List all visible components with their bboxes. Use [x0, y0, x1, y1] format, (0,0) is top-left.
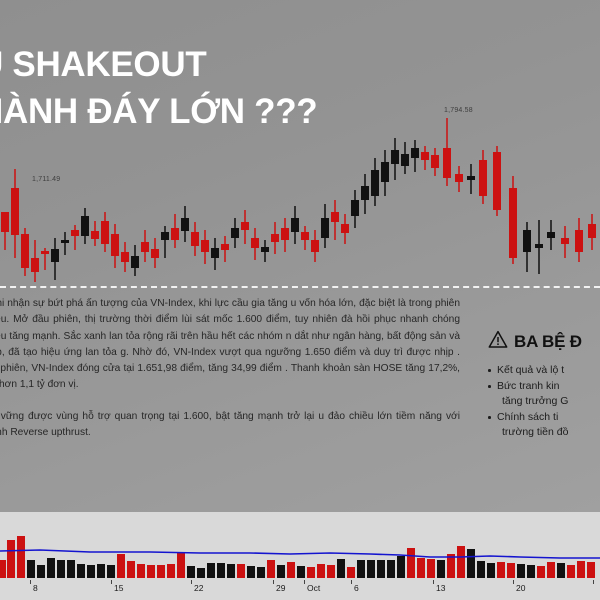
article-paragraph-1: 1 ghi nhận sự bứt phá ấn tượng của VN-In…: [0, 298, 460, 391]
price-annotation-left: 1,711.49: [32, 176, 61, 183]
side-panel-header: BA BỆ Đ: [488, 330, 600, 354]
list-item-text: Bức tranh kin: [497, 380, 560, 392]
list-item-continuation: tăng trưởng G: [502, 395, 569, 407]
axis-tick-label: 20: [512, 580, 526, 593]
side-panel-title: BA BỆ Đ: [514, 332, 582, 351]
axis-tick-label: Oct: [303, 580, 321, 593]
axis-tick-label: 13: [432, 580, 446, 593]
list-item: Chính sách ti trường tiền đồ: [488, 410, 600, 440]
x-axis: 8 15 22 29 Oct 6 13 20: [0, 578, 600, 600]
axis-tick-label: 29: [272, 580, 286, 593]
side-panel-bullet-list: Kết quả và lộ t Bức tranh kin tăng trưởn…: [488, 363, 600, 440]
axis-tick-label: 8: [30, 580, 38, 593]
section-divider: [0, 286, 600, 288]
article-body: 1 ghi nhận sự bứt phá ấn tượng của VN-In…: [0, 296, 460, 441]
price-chart-region: 1,711.49 1,794.58: [0, 0, 600, 288]
list-item: Bức tranh kin tăng trưởng G: [488, 379, 600, 409]
candlestick-chart: [1, 118, 596, 282]
axis-tick-label: 6: [351, 580, 359, 593]
list-item-text: Kết quả và lộ t: [497, 364, 565, 376]
axis-tick-label: 15: [110, 580, 124, 593]
list-item: Kết quả và lộ t: [488, 363, 600, 378]
side-panel: BA BỆ Đ Kết quả và lộ t Bức tranh kin tă…: [488, 330, 600, 441]
article-paragraph-2: giữ vững được vùng hỗ trợ quan trọng tại…: [0, 410, 460, 439]
list-item-text: Chính sách ti: [497, 411, 559, 423]
axis-tick-label: 22: [190, 580, 204, 593]
warning-triangle-icon: [488, 330, 508, 354]
list-item-continuation: trường tiền đồ: [502, 426, 569, 438]
price-annotation-right: 1,794.58: [444, 107, 473, 114]
